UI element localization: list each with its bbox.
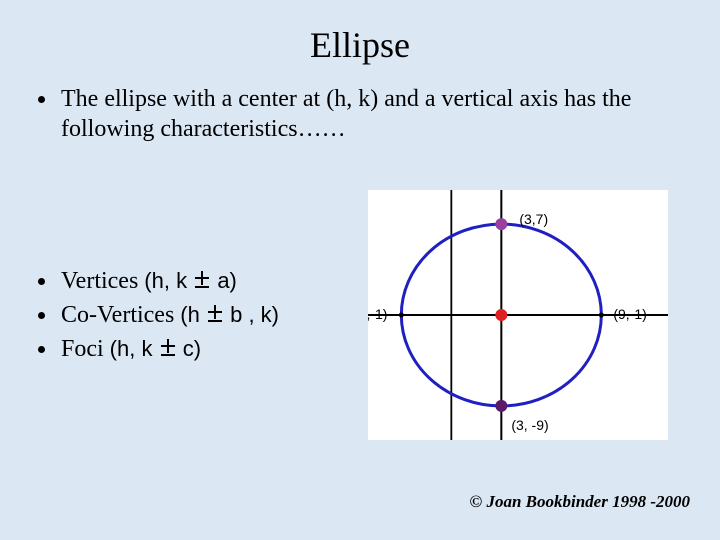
expr-left: (h, k: [110, 336, 159, 361]
bullet-dot-icon: [38, 96, 45, 103]
svg-text:(3,7): (3,7): [519, 211, 548, 227]
plus-minus-icon: [208, 309, 222, 323]
bullet-prefix: Co-Vertices: [61, 302, 180, 328]
bullet-text: Foci (h, k c): [61, 334, 201, 364]
main-bullet-text: The ellipse with a center at (h, k) and …: [61, 84, 651, 144]
bullet-prefix: Foci: [61, 336, 110, 362]
expr-left: (h, k: [144, 268, 193, 293]
svg-text:(3, -9): (3, -9): [511, 417, 548, 433]
svg-text:(-3,-1): (-3,-1): [368, 306, 387, 322]
ellipse-diagram: (3,7) (-3,-1) (9,-1) (3, -9): [368, 190, 668, 440]
main-bullet: The ellipse with a center at (h, k) and …: [38, 84, 690, 144]
bullet-text: Vertices (h, k a): [61, 266, 237, 296]
bullet-dot-icon: [38, 312, 45, 319]
bullet-dot-icon: [38, 346, 45, 353]
plus-minus-icon: [161, 343, 175, 357]
bullet-text: Co-Vertices (h b , k): [61, 300, 279, 330]
bullet-dot-icon: [38, 278, 45, 285]
expr-right: a): [211, 268, 237, 293]
bullet-prefix: Vertices: [61, 268, 144, 294]
expr-right: b , k): [224, 302, 279, 327]
plus-minus-icon: [195, 275, 209, 289]
diagram-svg: (3,7) (-3,-1) (9,-1) (3, -9): [368, 190, 668, 440]
expr-left: (h: [180, 302, 206, 327]
copyright-text: © Joan Bookbinder 1998 -2000: [470, 492, 691, 512]
page-title: Ellipse: [0, 0, 720, 84]
expr-right: c): [177, 336, 201, 361]
svg-text:(9,-1): (9,-1): [613, 306, 646, 322]
